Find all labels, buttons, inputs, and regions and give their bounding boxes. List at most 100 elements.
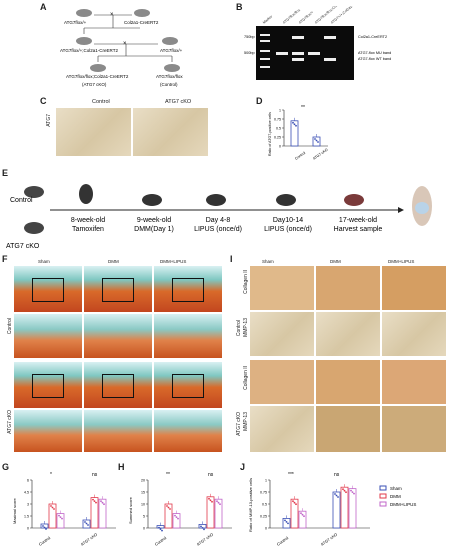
f-row-cko: ATG7 cKO	[7, 410, 13, 434]
e-step-1-t2: DMM(Day 1)	[134, 226, 174, 233]
f-control-dmm-high	[84, 314, 152, 358]
e-step-4-t2: Harvest sample	[334, 226, 383, 233]
f-control-sham-low	[14, 266, 82, 312]
g-point-1-2-1	[101, 501, 104, 504]
j-sig-0: ***	[288, 472, 294, 478]
j-point-1-1-0	[342, 488, 344, 491]
j-bar-0-0	[282, 518, 291, 529]
h-point-1-1-2	[211, 500, 213, 503]
h-point-1-2-1	[217, 501, 220, 504]
h-point-1-0-1	[201, 527, 204, 529]
g-ytick-label: 3	[27, 502, 29, 506]
j-bar-0-1	[290, 498, 299, 529]
panel-label-c: C	[40, 96, 47, 106]
legend-swatch-lipus	[379, 501, 387, 507]
i-ctrl-mmp-lipus	[382, 312, 446, 356]
a-row2-right: ATG7flox/+	[160, 48, 183, 53]
h-point-0-0-1	[159, 528, 162, 530]
breeding-scheme: ATG7flox/+ Col2a1-CreERT2 ATG7flox/+;Col…	[60, 9, 183, 87]
e-step-3-t2: LIPUS (once/d)	[264, 226, 312, 233]
b-band-top: Col2a1-CreERT2	[358, 35, 387, 39]
f-col-lipus: DMM+LIPUS	[160, 259, 187, 264]
f-cko-dmm-high	[84, 410, 152, 452]
h-ylabel: Summed score	[128, 496, 133, 524]
f-control-dmm-low	[84, 266, 152, 312]
h-sig-0: **	[166, 472, 170, 478]
d-ytick-label: 0.5	[276, 126, 281, 130]
timeline-mice	[79, 184, 364, 206]
d-point-1-0-0	[314, 138, 316, 140]
h-point-0-1-0	[166, 505, 168, 507]
a-row1-left: ATG7flox/+	[64, 20, 87, 25]
h-point-1-1-1	[209, 499, 212, 502]
j-x-1: ATG7 cKO	[320, 532, 338, 547]
h-ytick-label: 15	[141, 490, 145, 494]
h-bar-0-2	[172, 513, 181, 529]
j-ytick-label: 0.5	[262, 502, 267, 506]
f-col-dmm: DMM	[108, 259, 119, 264]
c-row-label: ATG7	[46, 114, 52, 127]
d-ylabel: Ratio of ATG7-positive cells	[268, 112, 272, 156]
f-row-control: Control	[7, 318, 13, 335]
j-point-0-1-1	[293, 501, 296, 504]
i-stain-col2-a: Collagen II	[243, 270, 249, 294]
i-stain-mmp-b: MMP-13	[243, 412, 249, 431]
g-ytick-label: 6	[27, 478, 29, 482]
h-point-0-0-0	[158, 526, 160, 529]
b-size-bottom: 500bp	[244, 51, 255, 55]
g-point-0-2-1	[59, 516, 62, 518]
j-bar-1-0	[332, 491, 341, 529]
g-point-1-2-2	[103, 503, 105, 506]
g-point-1-0-1	[85, 522, 88, 525]
d-bar-1-0	[312, 136, 321, 147]
j-x-0: Control	[276, 535, 290, 547]
h-point-0-2-0	[174, 514, 176, 517]
d-sig: **	[301, 105, 305, 111]
h-x-0: Control	[154, 535, 168, 547]
chart-mmp13-ratio: Ratio of MMP-13-positive cells *** ns Co…	[248, 472, 416, 547]
i-group-cko: ATG7 cKO	[236, 412, 242, 436]
d-point-0-0-0	[292, 121, 294, 124]
g-ytick-label: 1.5	[24, 514, 29, 518]
g-sig-1: ns	[92, 472, 98, 478]
h-point-0-1-1	[167, 506, 170, 509]
legend-dmm: DMM	[390, 494, 401, 499]
j-point-1-0-0	[334, 493, 336, 495]
panel-label-g: G	[2, 462, 10, 472]
g-point-1-1-1	[93, 500, 96, 502]
g-point-1-0-0	[84, 521, 86, 523]
e-step-3-t1: Day10-14	[273, 217, 303, 224]
gel-figure: Marker ATG7flox/flox ATG7flox/+ ATG7flox…	[244, 6, 391, 80]
chart-maximal-score: Maximal score * ns Control ATG7 cKO 0 1.5…	[12, 472, 116, 547]
panel-label-i: I	[230, 254, 233, 264]
d-ytick-label: 0	[279, 144, 281, 148]
c-col-control: Control	[92, 99, 110, 105]
h-ytick-label: 10	[141, 502, 145, 506]
panel-label-b: B	[236, 2, 243, 12]
i-cko-col2-lipus	[382, 360, 446, 404]
c-col-cko: ATG7 cKO	[165, 99, 192, 105]
i-group-control: Control	[236, 320, 242, 337]
h-bar-0-0	[156, 525, 165, 529]
g-ytick-label: 4.5	[24, 490, 29, 494]
h-point-1-0-0	[200, 525, 202, 528]
j-point-1-2-1	[351, 491, 354, 494]
g-x-1: ATG7 cKO	[80, 532, 98, 547]
i-col-dmm: DMM	[330, 259, 341, 264]
e-group-control: Control	[10, 197, 33, 204]
g-ytick-label: 0	[27, 526, 29, 530]
j-point-0-2-1	[301, 513, 304, 516]
g-point-1-2-0	[100, 500, 102, 503]
a-cross-1: ×	[110, 12, 114, 18]
a-cross-2: ×	[123, 41, 127, 47]
i-col-lipus: DMM+LIPUS	[388, 259, 415, 264]
d-point-1-0-2	[317, 141, 319, 143]
f-control-lipus-low	[154, 266, 222, 312]
panel-label-f: F	[2, 254, 8, 264]
i-col-sham: Sham	[262, 259, 274, 264]
cross-lines	[83, 14, 173, 62]
g-ylabel: Maximal score	[12, 497, 17, 524]
g-point-0-2-2	[61, 517, 63, 520]
legend-sham: Sham	[390, 486, 402, 491]
b-lane-marker: Marker	[262, 14, 274, 25]
